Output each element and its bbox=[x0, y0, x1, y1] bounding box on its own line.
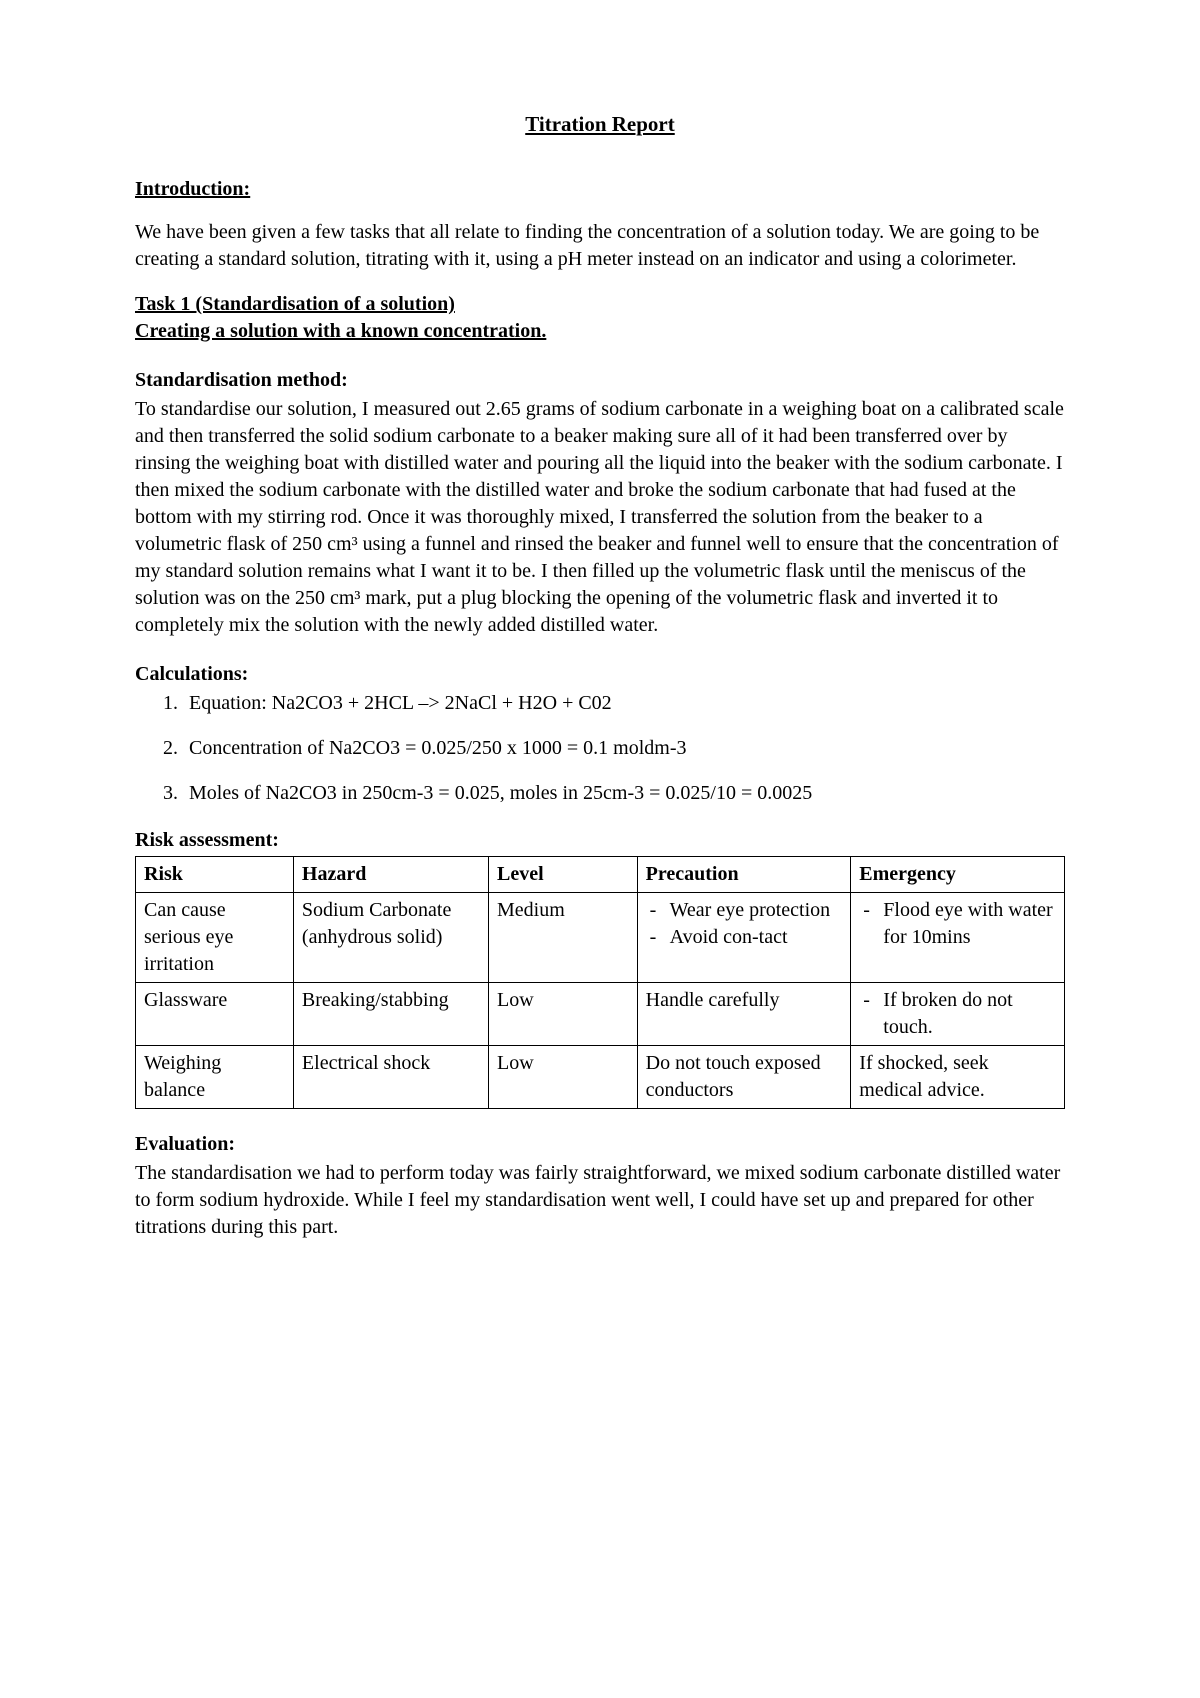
cell-level: Low bbox=[489, 983, 638, 1046]
cell-emergency: If broken do not touch. bbox=[851, 983, 1065, 1046]
calculations-heading: Calculations: bbox=[135, 661, 1065, 688]
precaution-item: Avoid con-tact bbox=[646, 924, 843, 951]
precaution-item: Wear eye protection bbox=[646, 897, 843, 924]
cell-precaution: Wear eye protection Avoid con-tact bbox=[637, 893, 851, 983]
calculation-item: Equation: Na2CO3 + 2HCL –> 2NaCl + H2O +… bbox=[183, 690, 1065, 717]
table-header-hazard: Hazard bbox=[293, 857, 488, 893]
calculations-list: Equation: Na2CO3 + 2HCL –> 2NaCl + H2O +… bbox=[135, 690, 1065, 807]
method-heading: Standardisation method: bbox=[135, 367, 1065, 394]
cell-hazard: Breaking/stabbing bbox=[293, 983, 488, 1046]
table-header-row: Risk Hazard Level Precaution Emergency bbox=[136, 857, 1065, 893]
task1-heading-line2: Creating a solution with a known concent… bbox=[135, 318, 1065, 345]
table-row: Glassware Breaking/stabbing Low Handle c… bbox=[136, 983, 1065, 1046]
cell-risk: Weighing balance bbox=[136, 1046, 294, 1109]
table-header-emergency: Emergency bbox=[851, 857, 1065, 893]
task1-heading-line1: Task 1 (Standardisation of a solution) bbox=[135, 291, 1065, 318]
cell-level: Medium bbox=[489, 893, 638, 983]
risk-assessment-heading: Risk assessment: bbox=[135, 827, 1065, 854]
method-text: To standardise our solution, I measured … bbox=[135, 396, 1065, 639]
intro-text: We have been given a few tasks that all … bbox=[135, 219, 1065, 273]
cell-precaution: Do not touch exposed conductors bbox=[637, 1046, 851, 1109]
calculation-item: Concentration of Na2CO3 = 0.025/250 x 10… bbox=[183, 735, 1065, 762]
risk-table: Risk Hazard Level Precaution Emergency C… bbox=[135, 856, 1065, 1109]
intro-heading: Introduction: bbox=[135, 176, 1065, 203]
cell-risk: Can cause serious eye irritation bbox=[136, 893, 294, 983]
cell-level: Low bbox=[489, 1046, 638, 1109]
table-row: Can cause serious eye irritation Sodium … bbox=[136, 893, 1065, 983]
cell-emergency: Flood eye with water for 10mins bbox=[851, 893, 1065, 983]
task1-heading: Task 1 (Standardisation of a solution) C… bbox=[135, 291, 1065, 345]
table-row: Weighing balance Electrical shock Low Do… bbox=[136, 1046, 1065, 1109]
evaluation-text: The standardisation we had to perform to… bbox=[135, 1160, 1065, 1241]
cell-hazard: Sodium Carbonate (anhydrous solid) bbox=[293, 893, 488, 983]
calculation-item: Moles of Na2CO3 in 250cm-3 = 0.025, mole… bbox=[183, 780, 1065, 807]
cell-emergency: If shocked, seek medical advice. bbox=[851, 1046, 1065, 1109]
emergency-item: Flood eye with water for 10mins bbox=[859, 897, 1056, 951]
cell-hazard: Electrical shock bbox=[293, 1046, 488, 1109]
evaluation-heading: Evaluation: bbox=[135, 1131, 1065, 1158]
emergency-item: If broken do not touch. bbox=[859, 987, 1056, 1041]
cell-risk: Glassware bbox=[136, 983, 294, 1046]
document-title: Titration Report bbox=[135, 110, 1065, 138]
cell-precaution: Handle carefully bbox=[637, 983, 851, 1046]
table-header-precaution: Precaution bbox=[637, 857, 851, 893]
table-header-risk: Risk bbox=[136, 857, 294, 893]
table-header-level: Level bbox=[489, 857, 638, 893]
